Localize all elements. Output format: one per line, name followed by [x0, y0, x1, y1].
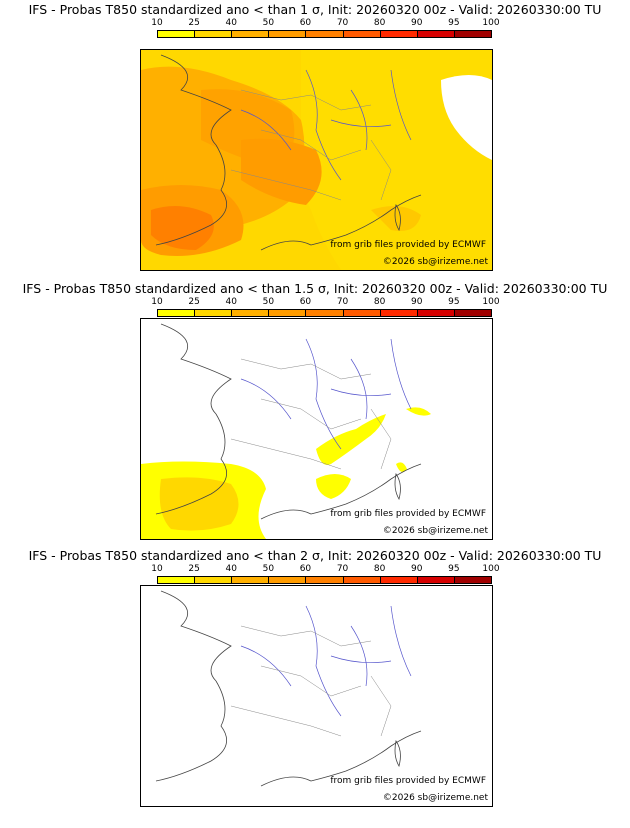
colorbar-tick-label: 60 — [299, 564, 312, 574]
colorbar-tick-label: 100 — [482, 564, 500, 574]
colorbar-tick-label: 100 — [482, 297, 500, 307]
panel-title: IFS - Probas T850 standardized ano < tha… — [28, 548, 602, 563]
panel-title: IFS - Probas T850 standardized ano < tha… — [28, 2, 602, 17]
colorbar-tick-label: 50 — [262, 297, 275, 307]
colorbar-tick-label: 40 — [225, 297, 237, 307]
colorbar-tick-label: 90 — [411, 18, 423, 28]
colorbar-swatch — [379, 576, 418, 584]
colorbar-tick-label: 40 — [225, 564, 237, 574]
colorbar-tick-label: 10 — [151, 564, 163, 574]
colorbar-swatch — [379, 309, 418, 317]
colorbar-swatch — [305, 576, 344, 584]
colorbar: 10 25 40 50 60 70 80 90 95 100 — [151, 564, 500, 594]
colorbar-swatch — [342, 576, 381, 584]
data-source-credit: from grib files provided by ECMWF — [330, 509, 486, 519]
colorbar-tick-label: 25 — [188, 297, 200, 307]
colorbar-swatch — [231, 30, 270, 38]
panel-3: IFS - Probas T850 standardized ano < tha… — [0, 548, 630, 820]
colorbar-swatch — [453, 30, 492, 38]
probability-map — [141, 50, 492, 270]
colorbar-tick-label: 10 — [151, 297, 163, 307]
colorbar-tick-label: 25 — [188, 564, 200, 574]
copyright-credit: ©2026 sb@irizeme.net — [382, 526, 488, 536]
panel-1: IFS - Probas T850 standardized ano < tha… — [0, 2, 630, 274]
data-source-credit: from grib files provided by ECMWF — [330, 240, 486, 250]
colorbar-tick-label: 10 — [151, 18, 163, 28]
colorbar-swatch — [194, 30, 233, 38]
panel-2: IFS - Probas T850 standardized ano < tha… — [0, 281, 630, 553]
colorbar-swatch — [268, 30, 307, 38]
panel-title: IFS - Probas T850 standardized ano < tha… — [22, 281, 608, 296]
colorbar-swatch — [453, 576, 492, 584]
colorbar-tick-label: 100 — [482, 18, 500, 28]
colorbar-tick-label: 70 — [336, 297, 349, 307]
colorbar-swatch — [453, 309, 492, 317]
colorbar-tick-label: 70 — [336, 564, 349, 574]
colorbar-tick-label: 25 — [188, 18, 200, 28]
colorbar-swatch — [379, 30, 418, 38]
colorbar-tick-label: 95 — [448, 18, 460, 28]
colorbar-swatch — [416, 576, 455, 584]
colorbar-swatch — [268, 309, 307, 317]
data-source-credit: from grib files provided by ECMWF — [330, 776, 486, 786]
colorbar-swatch — [231, 309, 270, 317]
colorbar-tick-label: 50 — [262, 564, 275, 574]
colorbar: 10 25 40 50 60 70 80 90 95 100 — [151, 18, 500, 48]
colorbar-swatch — [157, 576, 196, 584]
colorbar-tick-label: 90 — [411, 564, 423, 574]
colorbar-tick-label: 60 — [299, 297, 312, 307]
colorbar-swatch — [268, 576, 307, 584]
colorbar-tick-label: 60 — [299, 18, 312, 28]
copyright-credit: ©2026 sb@irizeme.net — [382, 793, 488, 803]
colorbar-tick-label: 95 — [448, 564, 460, 574]
colorbar-tick-label: 50 — [262, 18, 275, 28]
colorbar-swatch — [342, 309, 381, 317]
colorbar-swatch — [157, 309, 196, 317]
copyright-credit: ©2026 sb@irizeme.net — [382, 257, 488, 267]
colorbar-swatch — [157, 30, 196, 38]
colorbar-swatch — [194, 576, 233, 584]
colorbar-tick-label: 80 — [373, 297, 386, 307]
probability-map — [141, 319, 492, 539]
colorbar-swatch — [416, 309, 455, 317]
colorbar-swatch — [416, 30, 455, 38]
colorbar: 10 25 40 50 60 70 80 90 95 100 — [151, 297, 500, 327]
colorbar-tick-label: 80 — [373, 564, 386, 574]
colorbar-swatch — [231, 576, 270, 584]
colorbar-tick-label: 80 — [373, 18, 386, 28]
probability-map — [141, 586, 492, 806]
colorbar-swatch — [194, 309, 233, 317]
map-2sigma: from grib files provided by ECMWF ©2026 … — [140, 585, 493, 807]
colorbar-tick-label: 70 — [336, 18, 349, 28]
colorbar-swatch — [305, 309, 344, 317]
colorbar-tick-label: 90 — [411, 297, 423, 307]
map-1.5sigma: from grib files provided by ECMWF ©2026 … — [140, 318, 493, 540]
colorbar-swatch — [342, 30, 381, 38]
colorbar-tick-label: 40 — [225, 18, 237, 28]
colorbar-tick-label: 95 — [448, 297, 460, 307]
colorbar-swatch — [305, 30, 344, 38]
map-1sigma: from grib files provided by ECMWF ©2026 … — [140, 49, 493, 271]
